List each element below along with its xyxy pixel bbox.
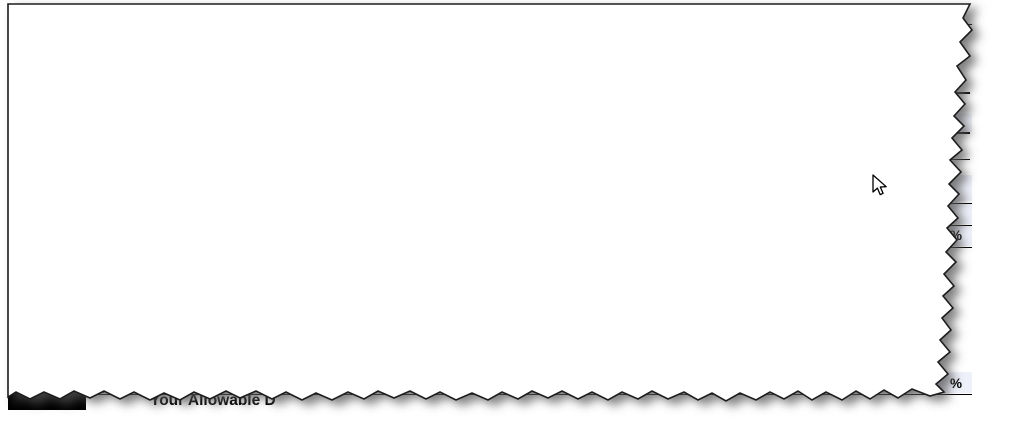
proprietor-name-cell[interactable]: Name(s) of proprietor(s)	[10, 94, 755, 132]
goto-line: Go to www.irs.gov/Form8829 for instructi…	[186, 71, 788, 87]
attachment-label-2: Sequence No. 176	[812, 69, 916, 89]
line-4-leader	[532, 272, 588, 286]
line-6-rule	[10, 355, 792, 356]
line-1-text-b: or product samples (see instructions)	[64, 184, 286, 199]
agency-line-2: Internal Revenue Service	[18, 74, 148, 87]
line-4-input[interactable]	[622, 269, 750, 289]
line-4-hour-unit: hr.	[756, 271, 773, 286]
agency-line-1: Department of the Treasury	[18, 60, 158, 72]
ssn-input[interactable]	[755, 114, 972, 132]
goto-suffix: for instructions and the latest informat…	[445, 72, 701, 86]
form-sheet: Form 8829 Department of the Treasury Int…	[8, 4, 972, 395]
irs-url-link[interactable]: www.irs.gov/Form8829	[309, 72, 446, 86]
line-2-number: 2	[39, 208, 47, 223]
line-5-text-a: If you started or stopped using your hom…	[64, 296, 482, 311]
page-title: Expenses for Business Use of Your Home	[287, 11, 687, 34]
line-6-leader	[472, 337, 588, 351]
line-2-leader	[158, 207, 788, 221]
line-3-box-number: 3	[804, 229, 813, 244]
line-4-rule	[10, 290, 792, 291]
attachment-number: 176	[886, 69, 916, 89]
line-2-box-number: 2	[804, 207, 813, 222]
tax-year-digits: 23	[888, 23, 920, 56]
line-7-box-number: 7	[804, 377, 813, 392]
rule-right-entry-left	[824, 160, 825, 394]
line-4-number: 4	[39, 273, 47, 288]
part-1-tag: Part I	[18, 136, 96, 157]
form-title-block: Expenses for Business Use of Your Home F…	[172, 6, 802, 94]
line-6-text: Divide line 4 by line 5. Enter the resul…	[64, 337, 419, 352]
line-6-number: 6	[39, 338, 47, 353]
form-subtitle: File only with Schedule C (Form 1040). U…	[172, 39, 802, 87]
tax-year-block: 2023 Attachment Sequence No. 176	[804, 23, 972, 90]
line-7-text-a: Business percentage. For daycare facilit…	[64, 359, 630, 374]
line-3-rule	[10, 247, 972, 248]
attachment-label-1: Attachment	[812, 55, 871, 68]
line-6-input[interactable]	[666, 334, 790, 354]
tax-year-century: 20	[856, 23, 890, 56]
taxpayer-row: Name(s) of proprietor(s) Your social sec…	[10, 94, 972, 134]
agency-block: Department of the Treasury Internal Reve…	[10, 54, 170, 88]
part-2-title-torn: Your Allowable D	[150, 392, 276, 409]
form-identity-block: Form 8829 Department of the Treasury Int…	[10, 6, 172, 94]
line-1-box-number: 1	[804, 184, 813, 199]
form-header: Form 8829 Department of the Treasury Int…	[10, 6, 972, 94]
part-1-header: Part I Part of Your Home Used for Busine…	[10, 134, 970, 160]
line-7-number: 7	[39, 360, 47, 375]
proprietor-name-input[interactable]	[10, 114, 754, 132]
line-1-leader	[308, 184, 788, 198]
line-5-text-b: see instructions; otherwise, enter 8,760	[64, 315, 299, 330]
blocked-cell-gray	[793, 239, 824, 373]
goto-prefix: Go to	[273, 72, 310, 86]
line-7-text-b: line 3 (enter the result as a percentage…	[64, 378, 540, 393]
form-number: 8829	[47, 13, 134, 57]
line-1-text-a: Area used regularly and exclusively for …	[64, 165, 645, 180]
line-5-input[interactable]	[622, 310, 750, 331]
proprietor-name-label: Name(s) of proprietor(s)	[18, 96, 141, 108]
part-1-body: 1 Area used regularly and exclusively fo…	[10, 160, 972, 395]
line-5-leader	[304, 315, 588, 329]
line-5-number: 5	[39, 297, 47, 312]
omb-block: OMB No. 1545-0074 2023 Attachment Sequen…	[802, 6, 972, 94]
line-4-text: Multiply days used for daycare during ye…	[64, 272, 455, 287]
line-6-box-number: 6	[600, 337, 609, 352]
line-3-number: 3	[39, 230, 47, 245]
line-1-input[interactable]	[826, 175, 972, 201]
line-3-percent-symbol: %	[950, 228, 963, 243]
line-6-decimal-point: .	[655, 337, 660, 354]
line-7-percent-symbol: %	[950, 376, 963, 391]
subtitle-line-1: File only with Schedule C (Form 1040). U…	[210, 40, 744, 54]
daycare-instruction-note: For daycare facilities not used exclusiv…	[64, 251, 649, 266]
line-1-number: 1	[39, 166, 47, 181]
line-4-box-number: 4	[600, 272, 609, 287]
attachment-sequence: Attachment Sequence No. 176	[804, 56, 972, 90]
line-3-leader	[402, 229, 788, 243]
tax-year: 2023	[804, 23, 972, 56]
line-5-box-number: 5	[600, 314, 609, 329]
form-label: Form	[18, 37, 44, 49]
line-2-input[interactable]	[826, 204, 972, 224]
line-7-leader	[630, 378, 788, 392]
line-5-hour-unit: hr.	[756, 313, 773, 328]
form-number-row: Form 8829	[10, 6, 170, 57]
part-2-tag-torn	[8, 390, 86, 410]
part-1-title: Part of Your Home Used for Business	[106, 138, 382, 155]
line-3-text: Divide line 1 by line 2. Enter the resul…	[64, 229, 392, 244]
ssn-label: Your social security number	[763, 96, 917, 108]
ssn-cell[interactable]: Your social security number	[755, 94, 972, 132]
